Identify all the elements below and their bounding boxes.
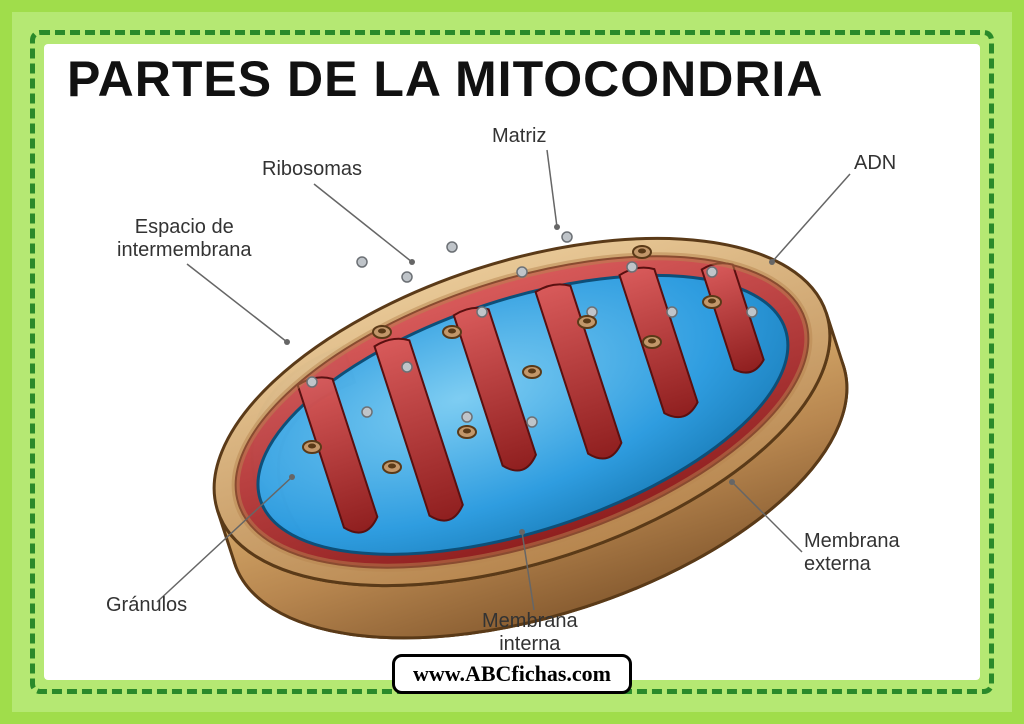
label-adn: ADN — [854, 152, 896, 175]
label-granulos: Gránulos — [106, 594, 187, 617]
source-url-badge: www.ABCfichas.com — [392, 654, 632, 694]
label-ribosomas: Ribosomas — [262, 158, 362, 181]
label-matriz: Matriz — [492, 125, 546, 148]
label-membrana-interna: Membranainterna — [482, 610, 578, 656]
outer-frame: PARTES DE LA MITOCONDRIA — [0, 0, 1024, 724]
label-membrana-externa: Membranaexterna — [804, 530, 900, 576]
label-espacio: Espacio deintermembrana — [117, 216, 252, 262]
